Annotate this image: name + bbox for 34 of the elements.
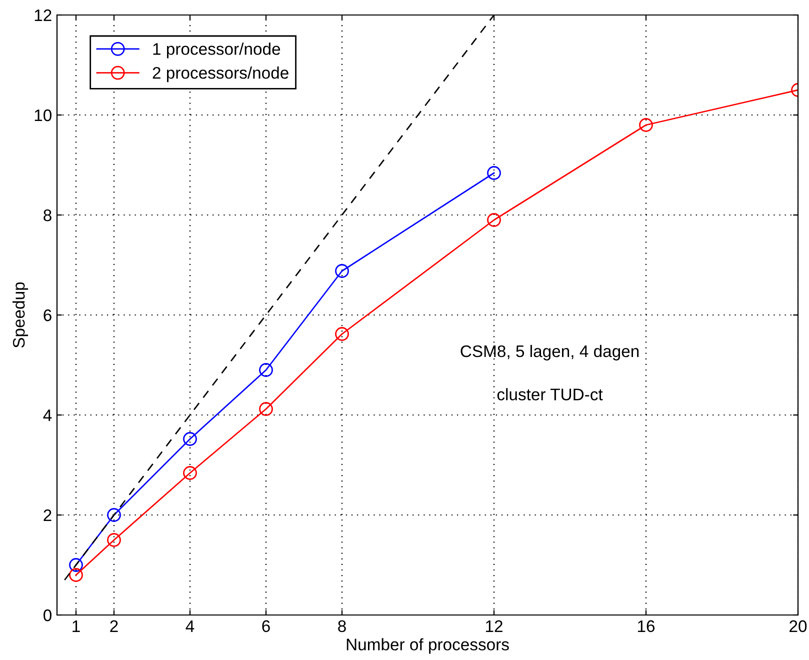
point xyxy=(259,402,273,416)
legend-label: 1 processor/node xyxy=(153,42,280,58)
y-tick-label: 10 xyxy=(34,109,52,122)
point xyxy=(487,166,501,180)
point xyxy=(639,118,653,132)
legend-label: 2 processors/node xyxy=(152,66,288,82)
point xyxy=(183,432,197,446)
y-tick-label: 0 xyxy=(44,609,52,622)
y-tick-label: 6 xyxy=(44,309,52,322)
x-tick-label: 4 xyxy=(186,620,194,632)
y-tick-label: 8 xyxy=(44,209,52,222)
point xyxy=(69,568,83,582)
point xyxy=(107,533,121,547)
y-tick-label: 12 xyxy=(34,9,52,22)
x-tick-label: 8 xyxy=(338,620,346,632)
point xyxy=(335,327,349,341)
y-tick-label: 2 xyxy=(44,509,52,522)
annotation: CSM8, 5 lagen, 4 dagen xyxy=(460,344,639,360)
point xyxy=(183,466,197,480)
y-axis-title: Speedup xyxy=(12,282,28,348)
x-tick-label: 1 xyxy=(72,620,80,632)
x-tick-label: 20 xyxy=(790,620,807,632)
x-axis-title: Number of processors xyxy=(346,638,509,654)
x-tick-label: 16 xyxy=(638,620,655,632)
point xyxy=(259,363,273,377)
annotation: cluster TUD-ct xyxy=(497,388,603,400)
point xyxy=(69,558,83,572)
y-tick-label: 4 xyxy=(43,410,52,422)
x-tick-label: 6 xyxy=(262,620,270,632)
x-tick-label: 2 xyxy=(110,620,118,632)
point xyxy=(335,264,349,278)
x-tick-label: 12 xyxy=(486,620,502,632)
point xyxy=(487,213,501,227)
point xyxy=(107,508,121,522)
